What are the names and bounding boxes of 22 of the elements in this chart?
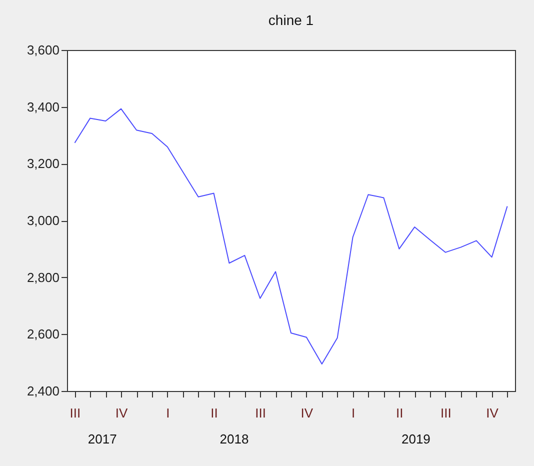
x-tick-label: II [210,406,218,420]
x-tick-label: IV [115,406,128,420]
x-tick-label: I [166,406,170,420]
chart-title: chine 1 [268,12,314,28]
x-tick-label: IV [486,406,499,420]
y-tick-label: 2,600 [26,326,60,342]
x-tick-label: III [70,406,81,420]
x-tick-label: I [351,406,356,420]
y-tick-label: 2,400 [26,384,60,398]
x2-tick-label: 2018 [220,432,249,446]
x-tick-label: III [440,406,452,420]
x-tick-label: IV [300,406,314,420]
y-tick-label: 2,800 [26,270,60,285]
x2-tick-label: 2019 [401,432,430,446]
y-tick-label: 3,600 [26,42,60,58]
x2-tick-label: 2017 [88,432,117,446]
x-tick-label: III [255,406,266,420]
y-tick-label: 3,200 [26,156,60,172]
x-tick-label: II [396,406,404,420]
line-series [74,108,508,365]
y-tick-label: 3,000 [26,213,60,228]
y-tick-label: 3,400 [26,99,60,114]
